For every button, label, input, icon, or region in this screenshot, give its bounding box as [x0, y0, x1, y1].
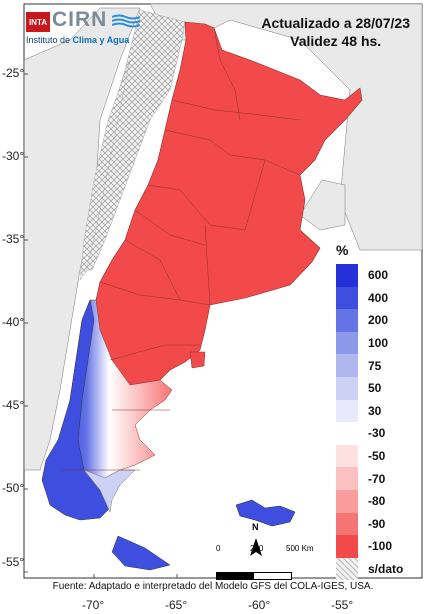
legend-label: 75 — [368, 358, 382, 373]
legend-label: 400 — [368, 290, 389, 305]
scale-bar: 0 250 500 Km — [216, 544, 314, 580]
province-borders — [60, 27, 301, 471]
north-label: N — [252, 522, 259, 532]
legend-swatch — [336, 444, 358, 468]
legend-swatch — [336, 535, 358, 558]
legend-swatch — [336, 422, 358, 445]
bolivia-paraguay-brazil-land — [149, 3, 423, 251]
legend-swatch — [336, 286, 358, 310]
scale-bar-graphic — [216, 572, 292, 580]
valdes-peninsula — [189, 351, 206, 369]
lon-label: -70° — [82, 598, 105, 612]
cirn-logo-text: CIRN — [52, 8, 108, 31]
lon-label: -55° — [331, 598, 354, 612]
scale-label: 250 — [250, 544, 264, 553]
legend-swatch — [336, 376, 358, 400]
legend-item: s/dato — [336, 557, 416, 581]
cirn-logo: INTA CIRN Instituto de Clima y Agua — [26, 8, 176, 52]
legend-title: % — [336, 242, 349, 258]
legend-label: 600 — [368, 268, 389, 283]
legend-label: -30 — [368, 426, 386, 441]
legend-swatch — [336, 331, 358, 355]
legend-label: s/dato — [368, 562, 404, 577]
legend-item: 600 — [336, 264, 416, 287]
legend-swatch — [336, 489, 358, 513]
legend-item: 75 — [336, 354, 416, 377]
legend-swatch — [336, 309, 358, 332]
water-waves-icon — [112, 14, 140, 28]
lon-label: -65° — [165, 598, 188, 612]
legend-swatch — [336, 557, 358, 581]
scale-label: 500 Km — [286, 544, 314, 553]
legend-item: -50 — [336, 444, 416, 468]
lat-label: -40° — [2, 315, 25, 329]
legend-label: 100 — [368, 336, 389, 351]
legend-swatch — [336, 467, 358, 490]
legend-swatch — [336, 512, 358, 536]
legend-label: -90 — [368, 516, 386, 531]
legend-label: 30 — [368, 403, 382, 418]
no-data-strip-north — [79, 59, 131, 281]
legend-label: 50 — [368, 381, 382, 396]
source-footer: Fuente: Adaptado e interpretado del Mode… — [52, 581, 374, 592]
scale-label: 0 — [216, 544, 221, 553]
map-header: Actualizado a 28/07/23 Validez 48 hs. — [261, 14, 410, 50]
legend-label: -100 — [368, 539, 393, 554]
tierra-del-fuego — [111, 535, 171, 571]
legend-item: 200 — [336, 309, 416, 332]
legend-swatch — [336, 264, 358, 287]
legend-label: -50 — [368, 449, 386, 464]
legend-item: -100 — [336, 535, 416, 558]
legend-item: 100 — [336, 331, 416, 355]
legend-label: 200 — [368, 313, 389, 328]
legend-label: -70 — [368, 471, 386, 486]
legend-item: 30 — [336, 399, 416, 423]
lat-label: -35° — [2, 232, 25, 246]
lat-label: -50° — [2, 481, 25, 495]
logo-subtitle: Instituto de Clima y Agua — [26, 35, 130, 45]
lat-label: -55° — [2, 555, 25, 569]
north-arrow-icon — [250, 538, 262, 556]
updated-date: Actualizado a 28/07/23 — [261, 15, 410, 31]
legend-label: -80 — [368, 494, 386, 509]
legend-item: -80 — [336, 489, 416, 513]
legend-swatch — [336, 399, 358, 423]
lat-ticks — [24, 73, 28, 573]
legend-item: 50 — [336, 376, 416, 400]
inta-logo-text: INTA — [26, 12, 50, 32]
validity-label: Validez 48 hs. — [290, 33, 382, 49]
legend-swatch — [336, 354, 358, 377]
legend-item: -70 — [336, 467, 416, 490]
legend-item: -90 — [336, 512, 416, 536]
legend-item: -30 — [336, 422, 416, 445]
lat-label: -30° — [2, 149, 25, 163]
legend-item: 400 — [336, 286, 416, 310]
lon-label: -60° — [248, 598, 271, 612]
lat-label: -45° — [2, 398, 25, 412]
santa-cruz-mixed — [83, 469, 136, 513]
malvinas-islands — [235, 499, 296, 527]
lat-label: -25° — [2, 66, 25, 80]
legend: % 600 400 200 100 75 50 30 -30 -50 -70 -80 -90 -100 s… — [336, 242, 416, 581]
